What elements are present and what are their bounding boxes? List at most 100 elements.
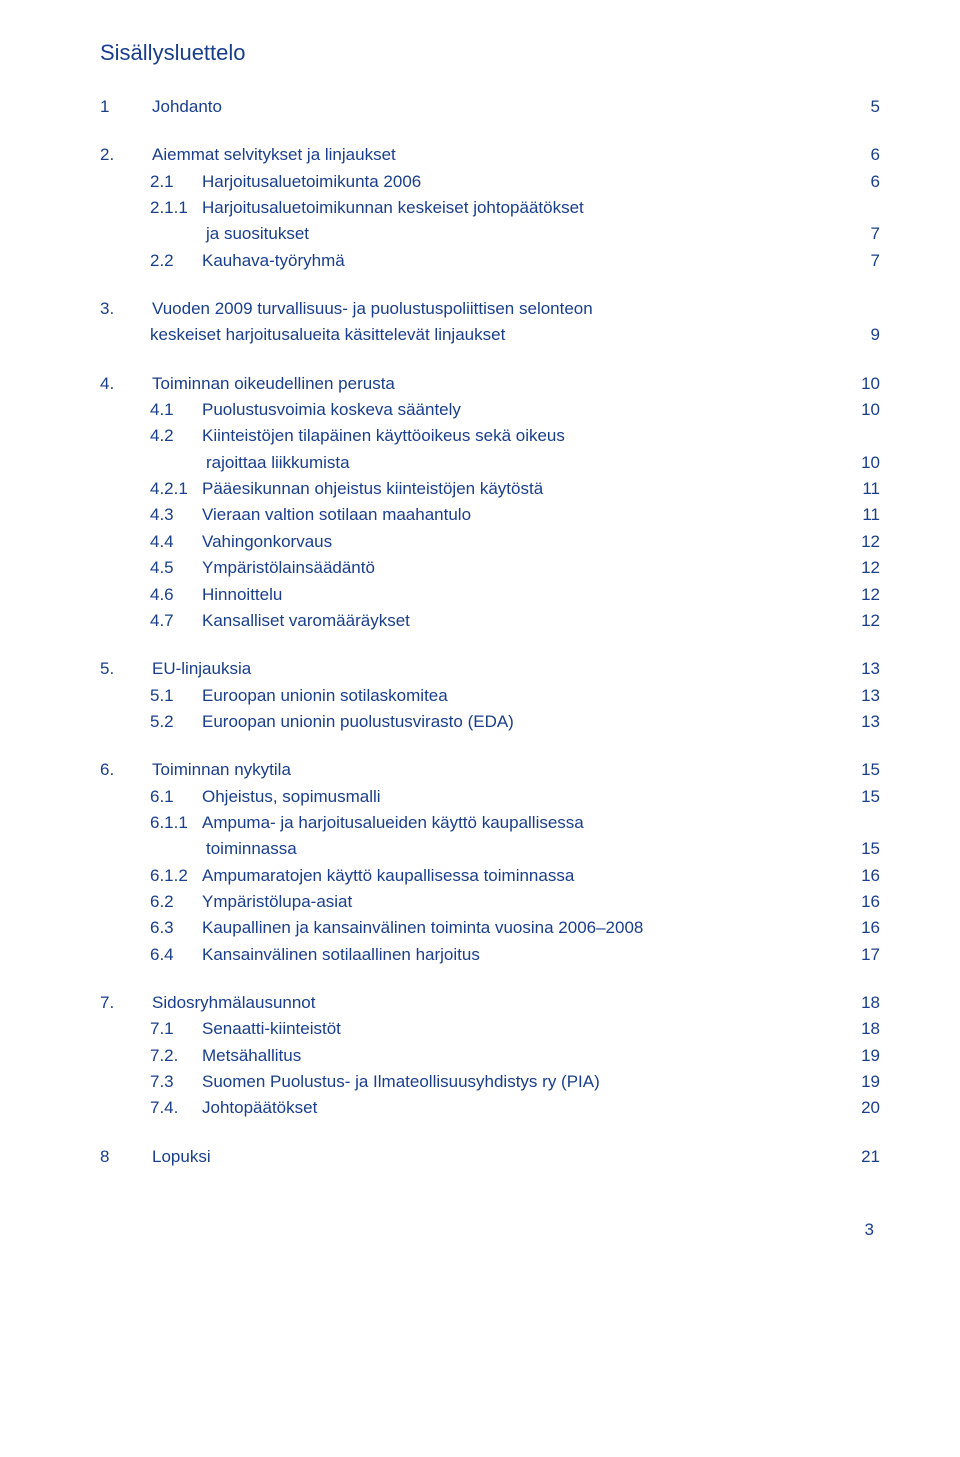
toc-row: 7.1Senaatti-kiinteistöt18 [100,1016,880,1042]
toc-entry-label: Ohjeistus, sopimusmalli [202,784,381,810]
toc-section: 2.Aiemmat selvitykset ja linjaukset 62.1H… [100,142,880,274]
toc-row: 7.3Suomen Puolustus- ja Ilmateollisuusyh… [100,1069,880,1095]
toc-entry-number: 4.1 [150,397,202,423]
toc-entry-label: keskeiset harjoitusalueita käsittelevät … [150,322,505,348]
toc-row: 2.1.1Harjoitusaluetoimikunnan keskeiset … [100,195,880,221]
toc-entry-page: 5 [856,94,880,120]
toc-entry-label: Kansainvälinen sotilaallinen harjoitus [202,942,480,968]
toc-entry-number: 7.4. [150,1095,202,1121]
toc-entry-page: 16 [856,889,880,915]
toc-entry-number: 6.1.1 [150,810,202,836]
toc-entry-label: EU-linjauksia [152,656,251,682]
toc-row: 4.5Ympäristölainsäädäntö 12 [100,555,880,581]
toc-entry-label: Ampuma- ja harjoitusalueiden käyttö kaup… [202,810,584,836]
toc-entry-page: 12 [856,608,880,634]
toc-row: rajoittaa liikkumista10 [100,450,880,476]
toc-entry-page: 20 [856,1095,880,1121]
toc-entry-number: 6.3 [150,915,202,941]
toc-entry-number: 7.2. [150,1043,202,1069]
toc-entry-number: 5.2 [150,709,202,735]
toc-section: 7.Sidosryhmälausunnot187.1Senaatti-kiint… [100,990,880,1122]
toc-row: 4.4Vahingonkorvaus 12 [100,529,880,555]
toc-entry-page: 7 [856,221,880,247]
toc-entry-number: 4.4 [150,529,202,555]
toc-section: 3.Vuoden 2009 turvallisuus- ja puolustus… [100,296,880,349]
toc-entry-page: 11 [856,502,880,528]
toc-entry-page: 18 [856,1016,880,1042]
toc-entry-label: Lopuksi [152,1144,211,1170]
toc-entry-label: Vahingonkorvaus [202,529,332,555]
toc-entry-number: 4.5 [150,555,202,581]
toc-entry-number: 6.4 [150,942,202,968]
toc-row: 7.Sidosryhmälausunnot18 [100,990,880,1016]
toc-entry-label: ja suositukset [206,221,309,247]
toc-entry-label: Vieraan valtion sotilaan maahantulo [202,502,471,528]
toc-row: 2.1Harjoitusaluetoimikunta 20066 [100,169,880,195]
toc-entry-page: 19 [856,1069,880,1095]
toc-row: 3.Vuoden 2009 turvallisuus- ja puolustus… [100,296,880,322]
toc-entry-page: 6 [856,142,880,168]
toc-entry-label: Ympäristölainsäädäntö [202,555,375,581]
toc-entry-number: 6.1.2 [150,863,202,889]
toc-entry-number: 2. [100,142,152,168]
toc-entry-page: 15 [856,757,880,783]
toc-entry-page: 6 [856,169,880,195]
toc-entry-label: rajoittaa liikkumista [206,450,350,476]
toc-entry-page: 9 [856,322,880,348]
toc-entry-number: 5. [100,656,152,682]
toc-row: 5.EU-linjauksia 13 [100,656,880,682]
toc-entry-label: Toiminnan oikeudellinen perusta [152,371,395,397]
toc-entry-number: 3. [100,296,152,322]
toc-row: keskeiset harjoitusalueita käsittelevät … [100,322,880,348]
toc-entry-number: 5.1 [150,683,202,709]
toc-entry-page: 15 [856,784,880,810]
toc-row: 6.1Ohjeistus, sopimusmalli 15 [100,784,880,810]
toc-entry-number: 2.1 [150,169,202,195]
toc-row: 1Johdanto5 [100,94,880,120]
toc-entry-label: Aiemmat selvitykset ja linjaukset [152,142,396,168]
toc-section: 5.EU-linjauksia135.1Euroopan unionin sot… [100,656,880,735]
toc-entry-number: 4.7 [150,608,202,634]
toc-entry-label: Sidosryhmälausunnot [152,990,315,1016]
toc-entry-label: Ympäristölupa-asiat [202,889,352,915]
toc-row: toiminnassa15 [100,836,880,862]
toc-entry-page: 11 [856,476,880,502]
toc-row: 5.2Euroopan unionin puolustusvirasto (ED… [100,709,880,735]
toc-entry-label: Kaupallinen ja kansainvälinen toiminta v… [202,915,643,941]
toc-entry-number: 8 [100,1144,152,1170]
table-of-contents: 1Johdanto5 2.Aiemmat selvitykset ja linja… [100,94,880,1170]
page-number: 3 [100,1220,880,1240]
toc-entry-label: toiminnassa [206,836,297,862]
toc-row: 7.4.Johtopäätökset 20 [100,1095,880,1121]
toc-row: 4.7Kansalliset varomääräykset 12 [100,608,880,634]
toc-entry-label: Toiminnan nykytila [152,757,291,783]
toc-entry-page: 13 [856,656,880,682]
toc-row: 8Lopuksi21 [100,1144,880,1170]
toc-row: 4.1Puolustusvoimia koskeva sääntely10 [100,397,880,423]
toc-row: 4.2.1Pääesikunnan ohjeistus kiinteistöje… [100,476,880,502]
toc-entry-number: 4.2 [150,423,202,449]
toc-entry-label: Kiinteistöjen tilapäinen käyttöoikeus se… [202,423,565,449]
toc-entry-page: 18 [856,990,880,1016]
doc-title: Sisällysluettelo [100,40,880,66]
toc-row: 4.2Kiinteistöjen tilapäinen käyttöoikeus… [100,423,880,449]
toc-entry-label: Vuoden 2009 turvallisuus- ja puolustuspo… [152,296,593,322]
toc-entry-number: 4.2.1 [150,476,202,502]
toc-entry-label: Pääesikunnan ohjeistus kiinteistöjen käy… [202,476,543,502]
toc-section: 1Johdanto5 [100,94,880,120]
toc-entry-number: 4. [100,371,152,397]
toc-entry-page: 7 [856,248,880,274]
toc-entry-label: Metsähallitus [202,1043,301,1069]
toc-entry-label: Johtopäätökset [202,1095,317,1121]
toc-entry-label: Suomen Puolustus- ja Ilmateollisuusyhdis… [202,1069,600,1095]
toc-row: 6.3Kaupallinen ja kansainvälinen toimint… [100,915,880,941]
toc-entry-page: 12 [856,555,880,581]
toc-entry-number: 2.1.1 [150,195,202,221]
toc-row: ja suositukset 7 [100,221,880,247]
toc-entry-page: 10 [856,371,880,397]
toc-entry-page: 12 [856,529,880,555]
toc-entry-label: Kansalliset varomääräykset [202,608,410,634]
toc-entry-number: 1 [100,94,152,120]
toc-entry-number: 6.1 [150,784,202,810]
toc-entry-label: Kauhava-työryhmä [202,248,345,274]
